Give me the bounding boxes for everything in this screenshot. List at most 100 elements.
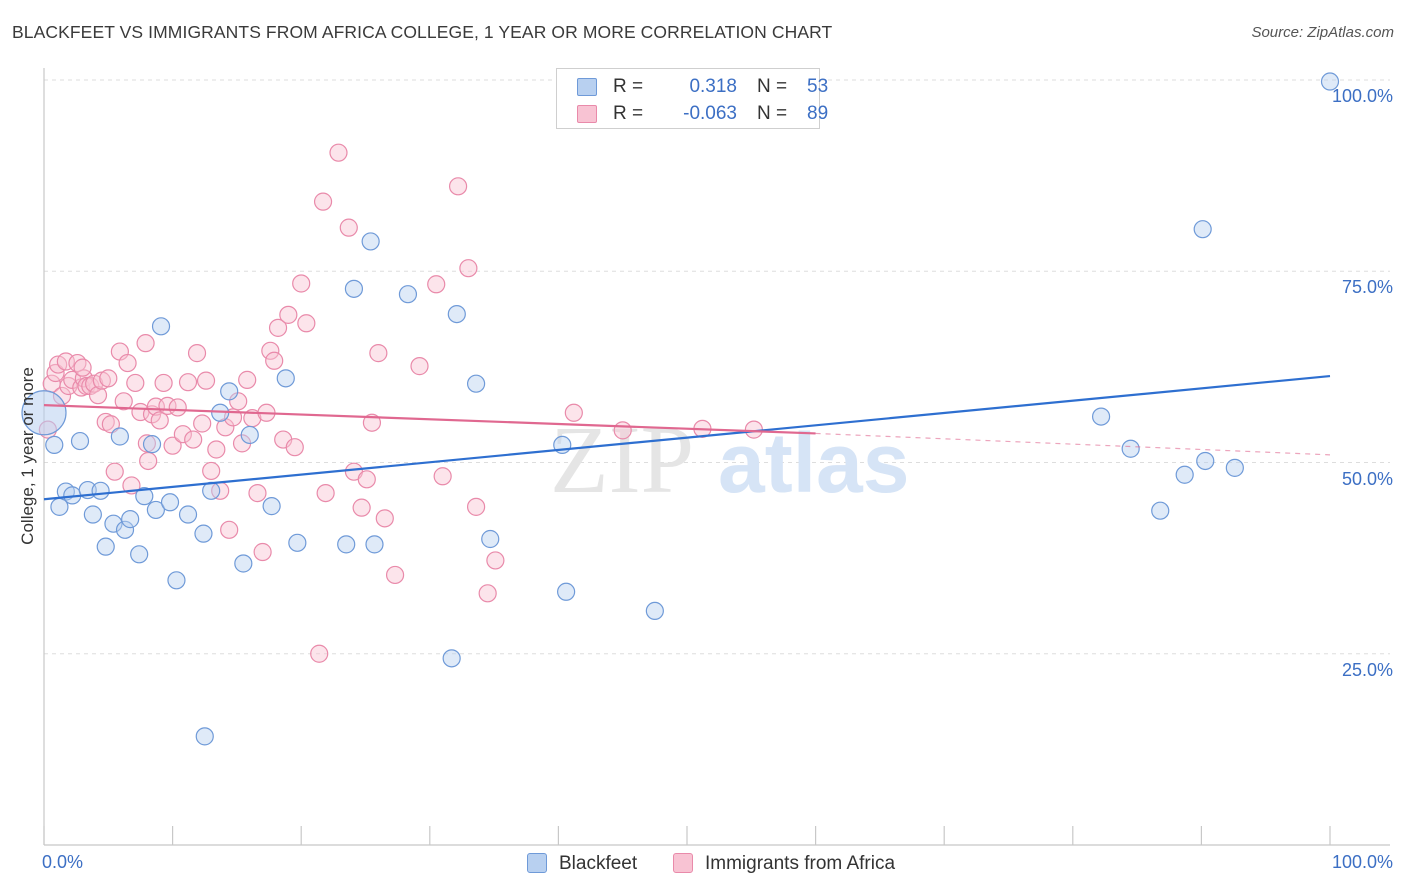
- point-blackfeet: [195, 727, 214, 746]
- point-africa: [261, 341, 280, 360]
- point-blackfeet: [1121, 439, 1140, 458]
- point-blackfeet: [365, 535, 384, 554]
- point-africa: [88, 386, 108, 405]
- trend-lines: [43, 374, 1331, 501]
- point-africa: [114, 392, 133, 411]
- point-africa: [352, 498, 371, 517]
- point-africa: [427, 275, 446, 294]
- point-blackfeet: [45, 435, 64, 455]
- point-blackfeet: [234, 554, 253, 573]
- point-blackfeet: [70, 431, 90, 451]
- point-africa: [137, 434, 156, 453]
- point-blackfeet: [645, 601, 664, 621]
- point-blackfeet: [194, 524, 213, 543]
- point-africa: [486, 551, 505, 570]
- bottom-legend-label-africa: Immigrants from Africa: [705, 853, 896, 874]
- y-tick-label: 100.0%: [1331, 86, 1393, 106]
- point-blackfeet: [96, 537, 115, 556]
- point-africa: [126, 373, 145, 393]
- point-blackfeet: [135, 487, 154, 506]
- point-blackfeet: [1320, 72, 1340, 91]
- point-africa: [385, 565, 405, 585]
- trend-line-blackfeet: [43, 374, 1331, 501]
- point-africa: [268, 318, 288, 337]
- point-blackfeet: [110, 427, 129, 446]
- bottom-legend-swatch-africa: [673, 853, 693, 873]
- point-africa: [187, 344, 207, 363]
- x-tick-label: 0.0%: [42, 852, 84, 872]
- point-africa: [184, 430, 203, 449]
- point-africa: [136, 334, 155, 353]
- point-africa: [297, 314, 316, 333]
- series-immigrants-from-africa: [38, 143, 763, 663]
- x-tick-label: 100.0%: [1331, 852, 1393, 872]
- point-africa: [56, 352, 75, 371]
- source-label: Source: ZipAtlas.com: [1251, 24, 1394, 41]
- point-blackfeet: [447, 304, 466, 324]
- point-blackfeet: [1196, 451, 1215, 471]
- point-africa: [118, 353, 137, 373]
- legend-swatch-africa: [577, 105, 597, 123]
- y-tick-label: 75.0%: [1341, 277, 1393, 298]
- point-africa: [238, 370, 257, 389]
- point-africa: [292, 274, 311, 293]
- point-blackfeet: [1225, 458, 1244, 477]
- legend-r-label: R =: [613, 103, 644, 124]
- point-africa: [362, 413, 382, 432]
- point-blackfeet: [83, 505, 102, 524]
- point-africa: [433, 467, 452, 486]
- point-blackfeet: [344, 279, 364, 298]
- point-africa: [163, 436, 182, 455]
- bottom-legend-label-blackfeet: Blackfeet: [559, 853, 638, 874]
- point-blackfeet: [121, 510, 140, 529]
- point-africa: [139, 451, 158, 471]
- point-africa: [375, 509, 394, 528]
- point-blackfeet: [466, 374, 486, 393]
- bottom-legend-swatch-blackfeet: [527, 853, 547, 873]
- legend-swatch-blackfeet: [577, 78, 597, 96]
- point-africa: [478, 584, 497, 603]
- point-africa: [316, 484, 335, 503]
- point-africa: [202, 461, 221, 481]
- point-blackfeet: [276, 369, 295, 388]
- point-blackfeet: [481, 529, 500, 549]
- point-blackfeet: [178, 505, 198, 524]
- legend-n-label: N =: [757, 103, 788, 124]
- point-blackfeet: [1175, 465, 1194, 484]
- point-africa: [73, 358, 92, 377]
- axes: [43, 68, 1390, 846]
- y-tick-label: 25.0%: [1341, 659, 1393, 680]
- point-africa: [310, 644, 329, 663]
- point-africa: [220, 520, 239, 539]
- point-africa: [193, 414, 212, 433]
- point-africa: [285, 438, 304, 457]
- point-africa: [105, 462, 124, 481]
- point-africa: [357, 470, 376, 489]
- point-africa: [168, 398, 187, 417]
- point-africa: [410, 357, 429, 376]
- point-africa: [196, 371, 216, 390]
- point-africa: [466, 497, 486, 516]
- legend-r-value: -0.063: [683, 103, 737, 124]
- point-africa: [448, 177, 468, 196]
- point-blackfeet: [142, 435, 162, 454]
- point-africa: [369, 344, 388, 363]
- point-blackfeet: [398, 285, 418, 304]
- point-blackfeet: [104, 514, 123, 533]
- point-africa: [459, 259, 478, 278]
- point-blackfeet: [361, 232, 380, 251]
- point-africa: [154, 373, 173, 393]
- point-africa: [613, 421, 632, 440]
- point-blackfeet: [146, 500, 165, 520]
- point-africa: [173, 425, 192, 444]
- chart-title: BLACKFEET VS IMMIGRANTS FROM AFRICA COLL…: [12, 22, 833, 42]
- trend-line-africa: [43, 404, 816, 435]
- watermark: ZIP atlas: [550, 406, 909, 513]
- y-tick-label: 50.0%: [1341, 468, 1393, 489]
- point-blackfeet: [442, 649, 461, 668]
- point-blackfeet: [130, 545, 149, 564]
- legend-box: R = 0.318 N = 53 R = -0.063 N = 89: [556, 68, 828, 129]
- point-africa: [248, 484, 267, 503]
- y-axis-label: College, 1 year or more: [18, 367, 37, 545]
